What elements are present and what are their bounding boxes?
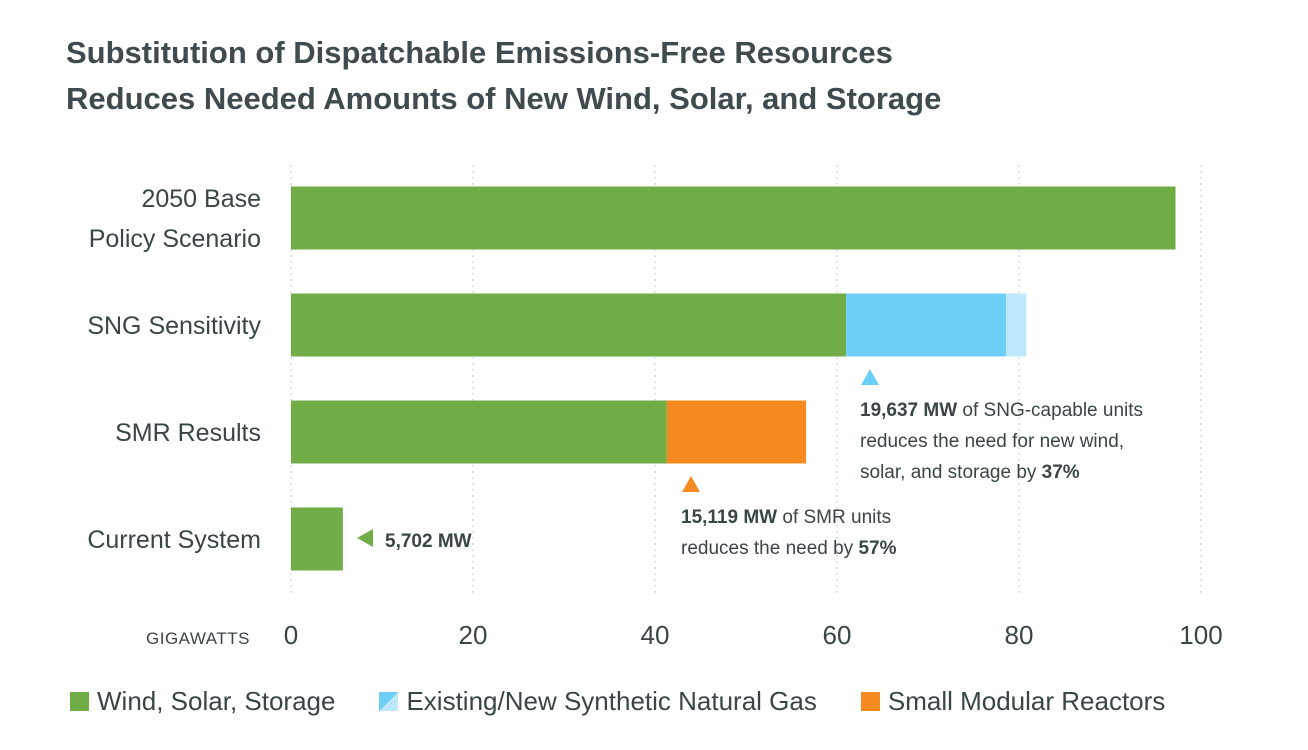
annotation-text-sng: 19,637 MW of SNG-capable units reduces th…	[860, 400, 1143, 483]
annotation-text-part: solar, and storage by	[860, 462, 1042, 483]
legend-swatch-small-modular-reactors	[860, 691, 880, 711]
bar-segment-2-2	[666, 400, 807, 464]
category-label-line: Current System	[87, 526, 261, 554]
annotation-marker-sng	[861, 369, 879, 385]
annotation-marker-current-system	[357, 529, 373, 547]
legend-label-synthetic-natural-gas: Existing/New Synthetic Natural Gas	[406, 685, 817, 716]
chart-title-line-2: Reduces Needed Amounts of New Wind, Sola…	[66, 81, 942, 116]
bar-chart: 0 20 40 60 80 100 GIGAWATTS 2050 Base Policy Sce…	[87, 165, 1223, 650]
x-tick-label-40: 40	[641, 620, 670, 650]
legend-item-small-modular-reactors: Small Modular Reactors	[860, 685, 1166, 717]
x-tick-label-20: 20	[459, 620, 488, 650]
legend-item-wind-solar-storage: Wind, Solar, Storage	[70, 686, 335, 717]
bar-segment-0-0	[291, 186, 1176, 250]
category-label-1: SNG Sensitivity	[87, 312, 261, 340]
x-tick-label-80: 80	[1005, 620, 1034, 650]
bar-segment-1-0	[291, 293, 847, 357]
legend-label-small-modular-reactors: Small Modular Reactors	[887, 685, 1166, 716]
annotation-text-part: 37%	[1042, 462, 1080, 483]
bar-segment-sng-existing	[846, 293, 1007, 357]
annotation-text-part: reduces the need for new wind,	[860, 431, 1124, 452]
legend-swatch-synthetic-natural-gas	[379, 691, 399, 711]
chart-legend: Wind, Solar, Storage Existing/New Synthe…	[70, 684, 1165, 718]
category-label-0: 2050 Base Policy Scenario	[89, 185, 261, 253]
legend-item-synthetic-natural-gas: Existing/New Synthetic Natural Gas	[379, 685, 817, 717]
x-tick-label-0: 0	[284, 620, 298, 650]
annotation-text-part: reduces the need by	[681, 538, 858, 559]
legend-swatch-wind-solar-storage	[70, 691, 89, 711]
x-tick-label-60: 60	[823, 620, 852, 650]
annotation-text-part: of SMR units	[777, 507, 891, 528]
category-label-line: 2050 Base	[141, 185, 261, 213]
category-label-line: Policy Scenario	[89, 225, 261, 253]
category-label-3: Current System	[87, 526, 261, 554]
annotation-text-current-system: 5,702 MW	[385, 531, 472, 552]
annotation-marker-smr	[682, 476, 700, 492]
bar-segment-2-0	[291, 400, 667, 464]
annotation-text-part: 19,637 MW	[860, 400, 957, 421]
category-label-line: SNG Sensitivity	[87, 312, 261, 340]
annotation-text-part: 15,119 MW	[681, 507, 777, 528]
annotation-text-smr: 15,119 MW of SMR units reduces the need b…	[681, 507, 897, 559]
annotation-text-part: of SNG-capable units	[957, 400, 1143, 421]
bar-segment-3-0	[291, 507, 343, 571]
x-axis-label: GIGAWATTS	[146, 629, 250, 648]
chart-title-line-1: Substitution of Dispatchable Emissions-F…	[66, 35, 893, 70]
legend-label-wind-solar-storage: Wind, Solar, Storage	[97, 685, 336, 716]
x-tick-label-100: 100	[1179, 620, 1222, 650]
annotation-text-part: 57%	[858, 538, 896, 559]
bar-segment-sng-new	[1006, 293, 1027, 357]
category-label-line: SMR Results	[115, 419, 261, 447]
chart-title: Substitution of Dispatchable Emissions-F…	[66, 30, 1216, 122]
category-label-2: SMR Results	[115, 419, 261, 447]
